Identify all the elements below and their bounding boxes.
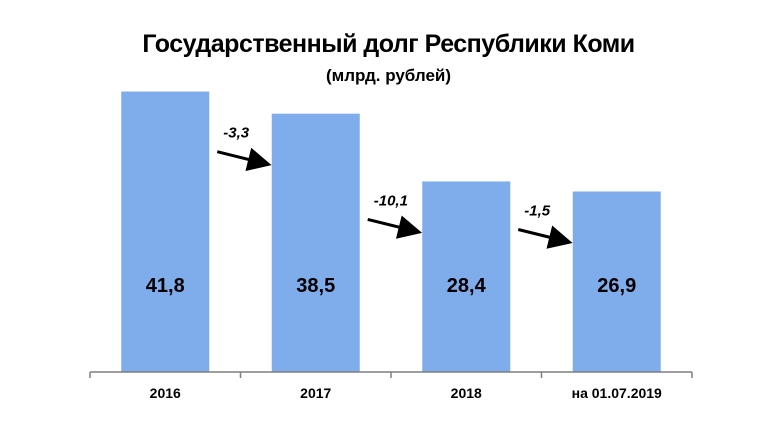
bar: [271, 113, 360, 372]
bar: [121, 91, 210, 372]
x-tick-label: 2017: [300, 385, 331, 401]
change-label: -1,5: [524, 203, 551, 220]
bar-value-label: 38,5: [296, 275, 335, 297]
change-arrow: [367, 215, 423, 239]
change-arrow: [517, 225, 573, 249]
x-tick-label: 2016: [150, 385, 181, 401]
chart-title: Государственный долг Республики Коми: [142, 30, 635, 58]
bar-value-label: 26,9: [597, 275, 636, 297]
x-tick-label: 2018: [451, 385, 482, 401]
bar: [572, 191, 661, 372]
chart-subtitle: (млрд. рублей): [325, 66, 452, 85]
bar-value-label: 28,4: [447, 275, 487, 297]
change-label: -3,3: [223, 125, 250, 142]
x-tick-label: на 01.07.2019: [572, 385, 662, 401]
change-arrow: [216, 147, 272, 172]
bar: [422, 181, 511, 372]
bar-value-label: 41,8: [146, 275, 185, 297]
change-label: -10,1: [374, 192, 408, 209]
